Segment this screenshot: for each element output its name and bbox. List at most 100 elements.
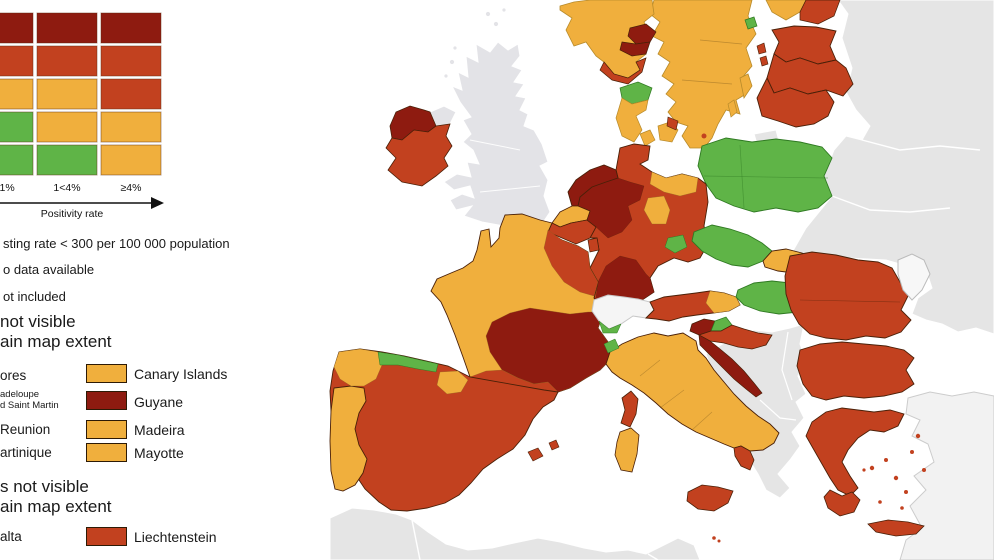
border-algeria-tunisia — [647, 553, 659, 560]
border-sweden-internal-1 — [699, 39, 743, 45]
region-norway-oslo-2 — [619, 41, 651, 57]
border-morocco-algeria — [411, 519, 421, 560]
region-malta — [712, 536, 721, 543]
positivity-col-label-2: 1<4% — [53, 182, 80, 194]
matrix-cell — [0, 12, 34, 44]
region-aland — [744, 16, 758, 30]
matrix-cell — [100, 12, 162, 44]
region-balearics — [527, 439, 560, 462]
territory-label-mayotte: Mayotte — [134, 445, 184, 461]
territory-label-madeira: Madeira — [134, 422, 185, 438]
matrix-cell — [0, 45, 34, 77]
positivity-col-label-3: ≥4% — [121, 182, 142, 194]
territory-label-guyane: Guyane — [134, 394, 184, 410]
matrix-cell — [100, 45, 162, 77]
region-bornholm — [701, 133, 707, 139]
region-luxembourg — [587, 237, 600, 253]
territory-malta-fragment: alta — [0, 529, 22, 544]
region-spain-navarra — [436, 370, 469, 395]
region-greece-peloponnese — [823, 489, 861, 517]
border-sweden-internal-2 — [681, 79, 733, 85]
greece-islands — [862, 433, 926, 510]
region-germany-mecklenburg — [649, 171, 699, 197]
territory-swatch-guyane — [86, 391, 127, 410]
legend-note-not-visible-2-line-2: ain map extent — [0, 497, 112, 516]
positivity-axis-label: Positivity rate — [41, 208, 104, 220]
region-austria-east — [705, 290, 741, 314]
territory-guadeloupe-fragment: adeloupe — [0, 389, 40, 400]
legend-note-not-visible-2-line-1: s not visible — [0, 477, 89, 496]
region-italy-calabria — [733, 445, 755, 471]
region-estonia — [771, 25, 837, 65]
territory-label-canary-islands: Canary Islands — [134, 366, 228, 382]
region-italy — [605, 332, 780, 452]
territory-reunion-fragment: Reunion — [0, 422, 51, 437]
matrix-cell — [36, 78, 98, 110]
region-greece — [805, 407, 905, 497]
region-portugal — [329, 385, 368, 492]
region-corsica — [620, 390, 639, 428]
region-finland-west — [765, 0, 807, 21]
region-gotland — [739, 73, 753, 100]
territory-swatch-canary-islands — [86, 364, 127, 383]
region-bulgaria — [796, 341, 915, 401]
region-italy-aosta — [603, 338, 620, 354]
positivity-col-label-1: <1% — [0, 182, 15, 194]
region-turkey — [899, 391, 994, 560]
region-poland — [697, 137, 833, 213]
region-denmark-copenhagen — [666, 116, 679, 131]
matrix-cell — [36, 144, 98, 176]
region-moldova — [897, 253, 931, 301]
region-ireland-south — [385, 123, 453, 187]
border-serbia-macedonia — [759, 399, 797, 421]
territory-saint-martin-fragment: d Saint Martin — [0, 400, 59, 411]
region-uk — [443, 41, 551, 227]
border-uk-internal-1 — [469, 139, 521, 151]
territory-martinique-fragment: artinique — [0, 445, 52, 460]
region-norway-south — [599, 57, 647, 85]
legend-panel: <1% 1<4% ≥4% Positivity rate sting rate … — [0, 0, 330, 560]
border-poland-internal-2 — [703, 175, 829, 179]
legend-note-no-data: o data available — [3, 262, 95, 277]
territory-swatch-liechtenstein — [86, 527, 127, 546]
positivity-axis-arrow-head — [151, 197, 164, 209]
region-denmark-funen — [639, 129, 656, 147]
estonia-islands — [756, 42, 769, 67]
region-crete — [867, 519, 925, 537]
matrix-cell — [36, 12, 98, 44]
border-uk-internal-2 — [479, 185, 541, 193]
border-belarus-ukraine — [831, 195, 951, 213]
territory-azores-fragment: ores — [0, 368, 27, 383]
region-oland — [727, 99, 738, 118]
region-lithuania — [756, 76, 835, 128]
region-croatia-coast — [698, 334, 763, 398]
legend-note-not-visible-1-line-1: not visible — [0, 312, 76, 331]
region-germany-saxony-anhalt — [643, 195, 671, 225]
territory-label-liechtenstein: Liechtenstein — [134, 529, 217, 545]
region-netherlands — [567, 164, 619, 207]
border-bosnia-serbia — [781, 331, 793, 401]
matrix-cell — [100, 78, 162, 110]
border-romania-internal — [799, 299, 901, 303]
region-sardinia — [614, 427, 640, 473]
legend-note-not-included: ot included — [3, 289, 66, 304]
matrix-cell — [0, 111, 34, 143]
region-croatia-north — [698, 324, 773, 350]
region-sicily — [686, 484, 734, 512]
region-north-africa — [329, 507, 701, 560]
region-germany-saxony-green — [664, 234, 688, 254]
region-denmark-jutland — [615, 97, 649, 143]
region-romania — [784, 251, 912, 341]
matrix-cell — [0, 144, 34, 176]
matrix-cell — [100, 111, 162, 143]
scottish-isles — [443, 7, 507, 79]
region-france-northeast — [543, 229, 599, 297]
territory-swatch-mayotte — [86, 443, 127, 462]
matrix-cell — [36, 111, 98, 143]
border-italy-internal-3 — [691, 411, 713, 431]
matrix-cell — [100, 144, 162, 176]
region-spain-north-coast — [377, 351, 439, 373]
region-czechia — [691, 224, 773, 268]
